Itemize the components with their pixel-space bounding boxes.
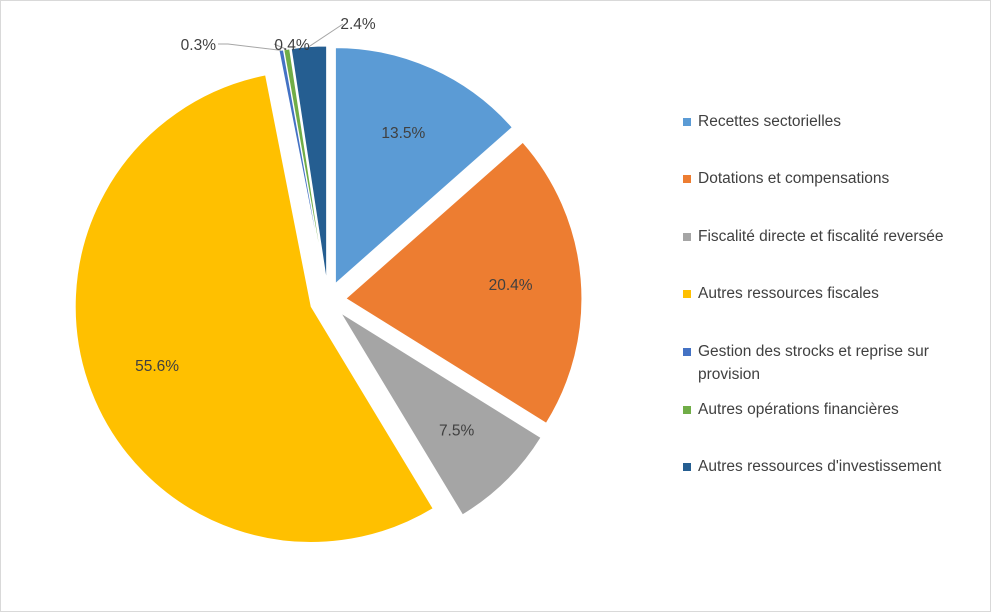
legend-label: Autres ressources fiscales [698,285,879,302]
legend-label: Gestion des strocks et reprise sur provi… [698,343,929,383]
pie-slice [290,45,328,283]
pie-slice [74,74,434,543]
pie-slice [340,312,542,516]
leader-lines [218,23,344,51]
legend-item: Gestion des strocks et reprise sur provi… [683,340,983,386]
legend-swatch-1 [683,175,691,183]
legend-label: Autres opérations financières [698,401,899,418]
leader-line [273,43,287,50]
pie-slice [334,47,513,285]
pie-slice [345,141,583,424]
data-label: 0.4% [274,37,310,54]
data-label: 55.6% [135,358,179,375]
leader-line [308,23,344,48]
legend-swatch-3 [683,290,691,298]
data-label: 20.4% [489,277,533,294]
legend-item: Recettes sectorielles [683,110,983,133]
data-labels: 13.5% 20.4% 7.5% 55.6% 0.3% 0.4% 2.4% [135,16,533,439]
pie-slices [74,45,583,543]
legend-item: Fiscalité directe et fiscalité reversée [683,225,983,248]
data-label: 13.5% [381,125,425,142]
legend-label: Fiscalité directe et fiscalité reversée [698,228,944,245]
data-label: 7.5% [439,422,475,439]
data-label: 0.3% [181,37,217,54]
legend-swatch-0 [683,118,691,126]
leader-line [218,43,282,51]
legend-label: Dotations et compensations [698,170,890,187]
data-label: 2.4% [340,16,376,33]
legend-label: Autres ressources d'investissement [698,458,942,475]
legend-item: Autres ressources fiscales [683,282,983,305]
legend-swatch-6 [683,463,691,471]
legend-swatch-2 [683,233,691,241]
legend-item: Dotations et compensations [683,167,983,190]
legend-swatch-4 [683,348,691,356]
legend-item: Autres opérations financières [683,398,983,421]
legend-swatch-5 [683,406,691,414]
legend-label: Recettes sectorielles [698,113,842,130]
legend-item: Autres ressources d'investissement [683,455,983,478]
